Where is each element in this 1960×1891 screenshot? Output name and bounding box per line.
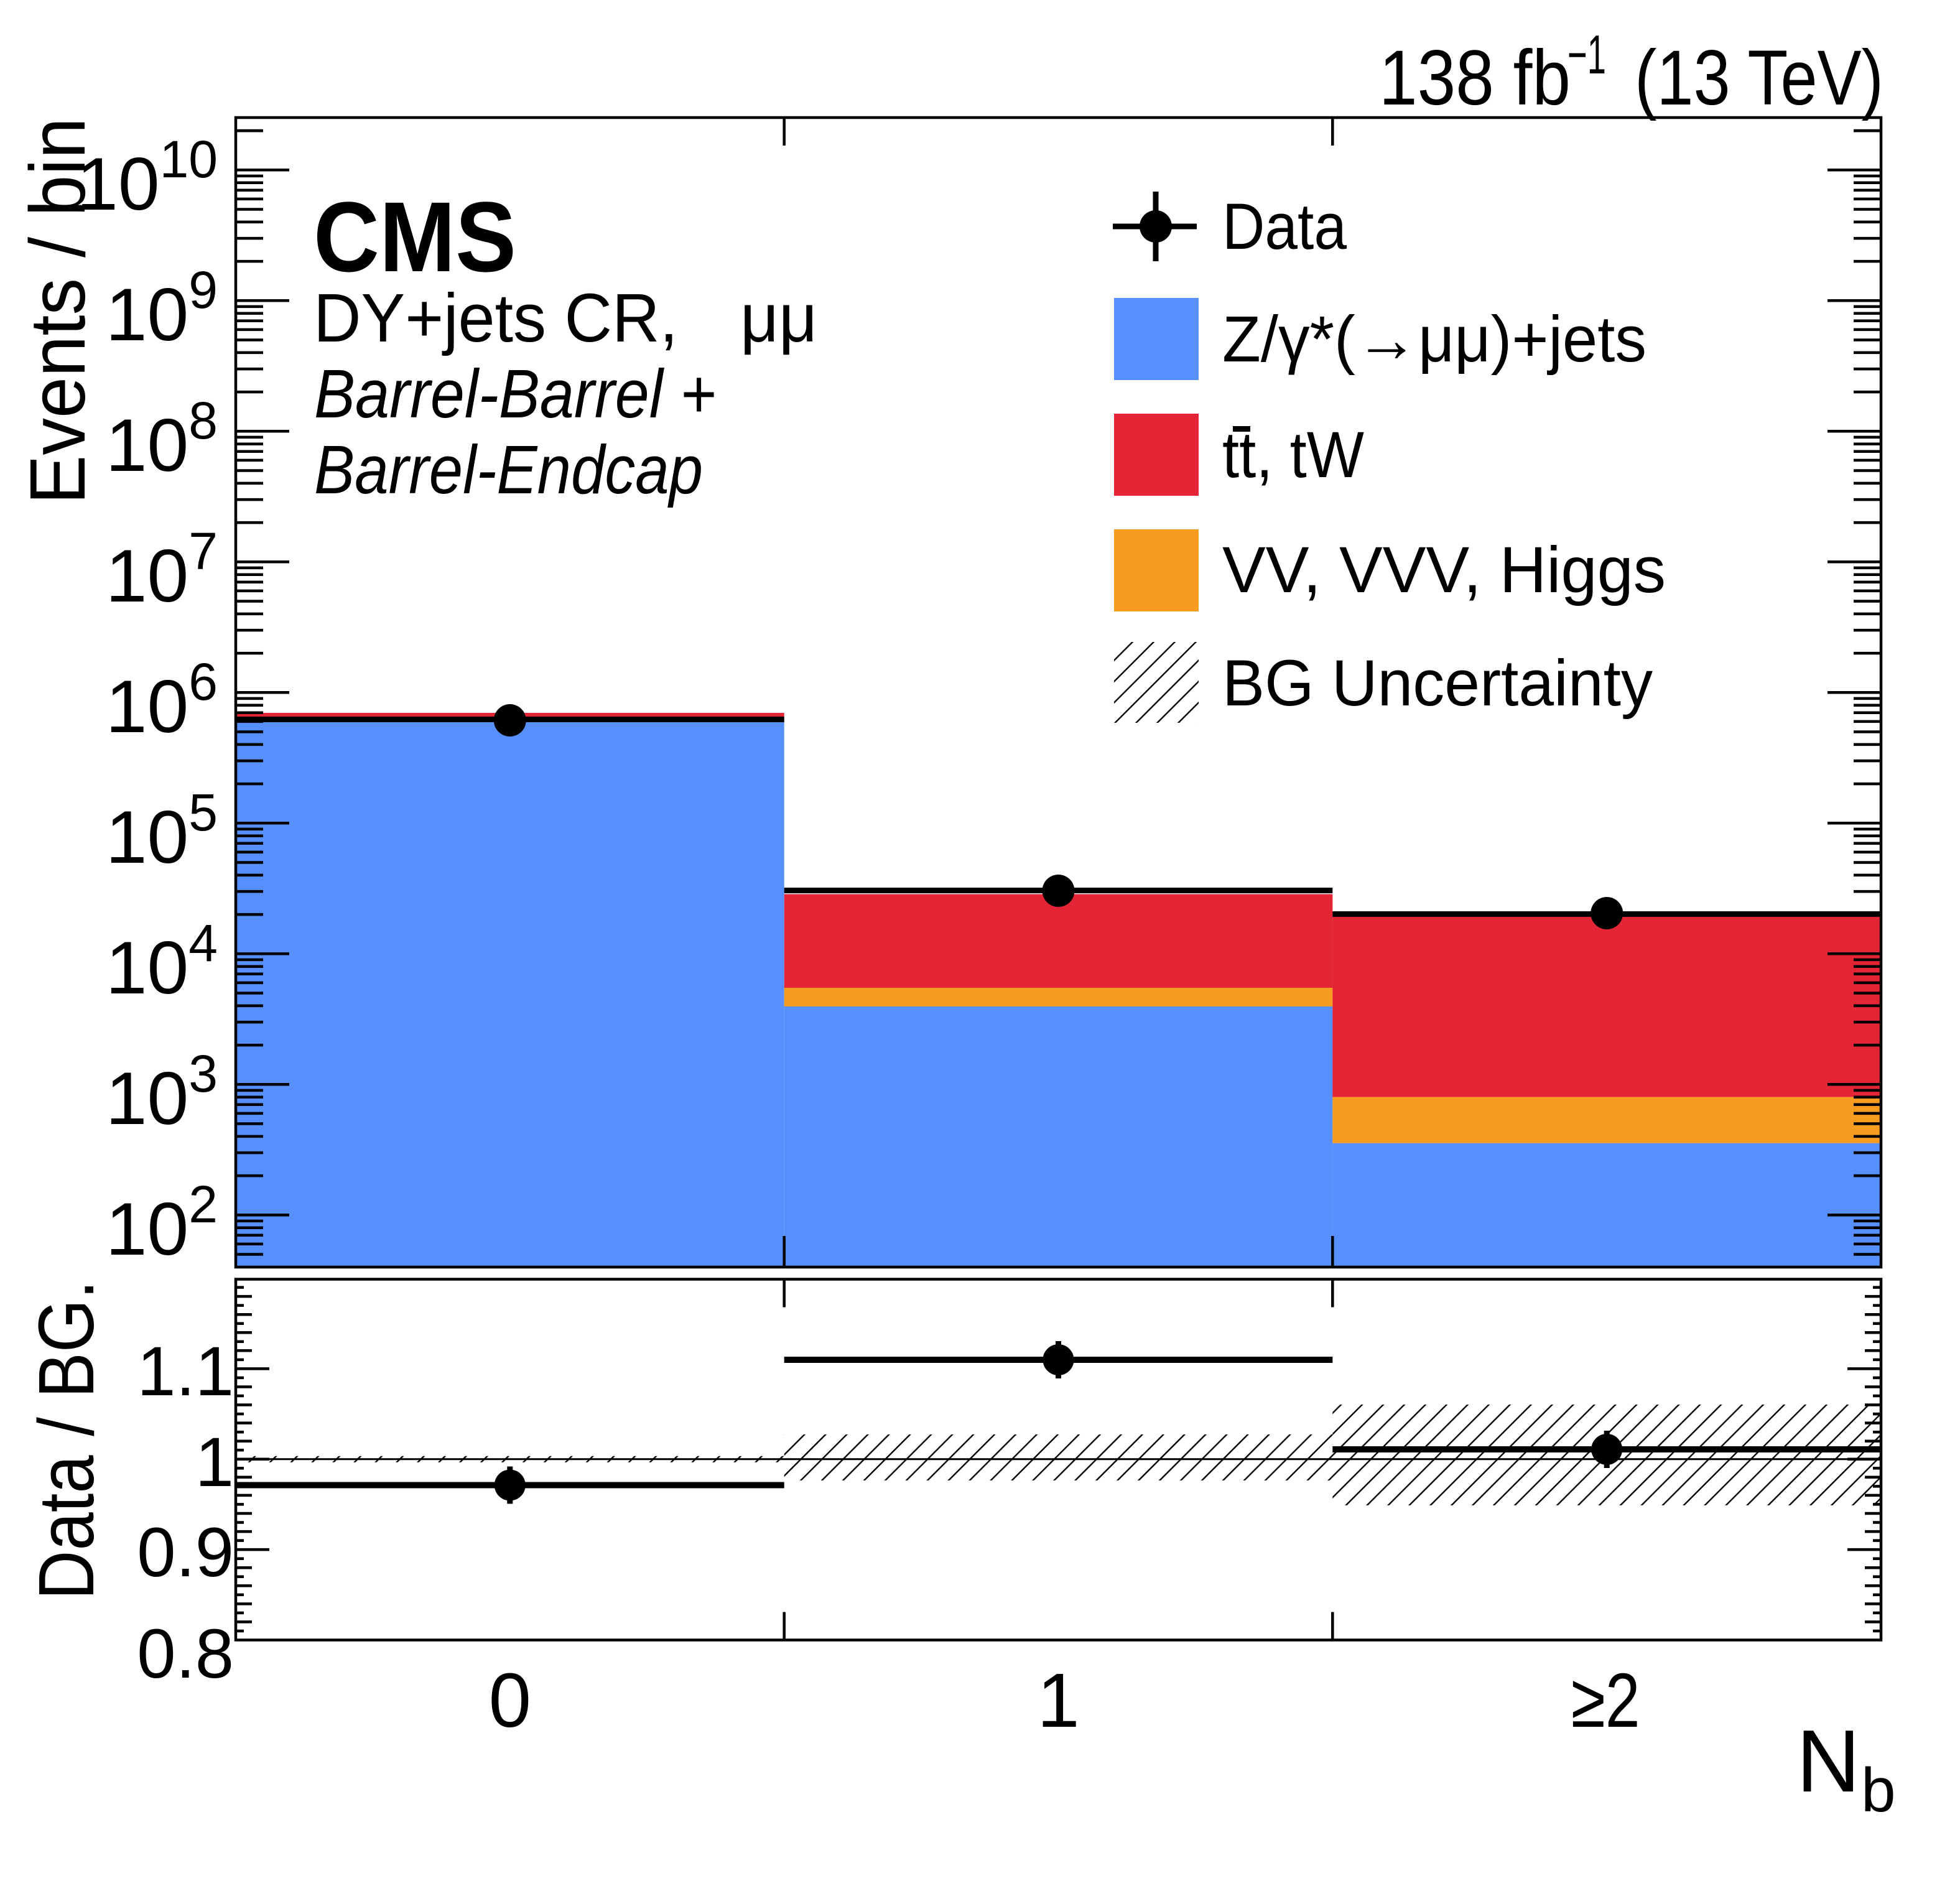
svg-text:DY+jets CR,: DY+jets CR, bbox=[314, 280, 678, 356]
svg-text:1.1: 1.1 bbox=[137, 1332, 234, 1410]
svg-text:Data: Data bbox=[1222, 190, 1347, 263]
svg-text:CMS: CMS bbox=[314, 181, 516, 292]
svg-text:1: 1 bbox=[1037, 1658, 1079, 1744]
svg-text:138 fb: 138 fb bbox=[1379, 35, 1571, 121]
svg-text:−1: −1 bbox=[1568, 24, 1606, 85]
svg-text:(13 TeV): (13 TeV) bbox=[1635, 35, 1883, 121]
svg-text:0.8: 0.8 bbox=[137, 1615, 234, 1693]
svg-text:VV, VVV, Higgs: VV, VVV, Higgs bbox=[1222, 534, 1666, 606]
svg-text:BG Uncertainty: BG Uncertainty bbox=[1222, 647, 1653, 720]
svg-text:0.9: 0.9 bbox=[137, 1513, 234, 1591]
svg-text:Barrel-Endcap: Barrel-Endcap bbox=[314, 432, 703, 508]
svg-text:b: b bbox=[1861, 1755, 1896, 1825]
svg-text:Data / BG.: Data / BG. bbox=[22, 1280, 110, 1600]
svg-text:Events / bin: Events / bin bbox=[14, 118, 101, 504]
svg-text:0: 0 bbox=[489, 1658, 531, 1744]
svg-text:μμ: μμ bbox=[740, 280, 817, 356]
svg-text:N: N bbox=[1796, 1712, 1860, 1811]
svg-text:1: 1 bbox=[195, 1423, 234, 1501]
svg-text:Z/γ*(→μμ)+jets: Z/γ*(→μμ)+jets bbox=[1222, 303, 1646, 376]
svg-text:≥2: ≥2 bbox=[1571, 1658, 1640, 1744]
svg-text:Barrel-Barrel +: Barrel-Barrel + bbox=[314, 356, 716, 432]
